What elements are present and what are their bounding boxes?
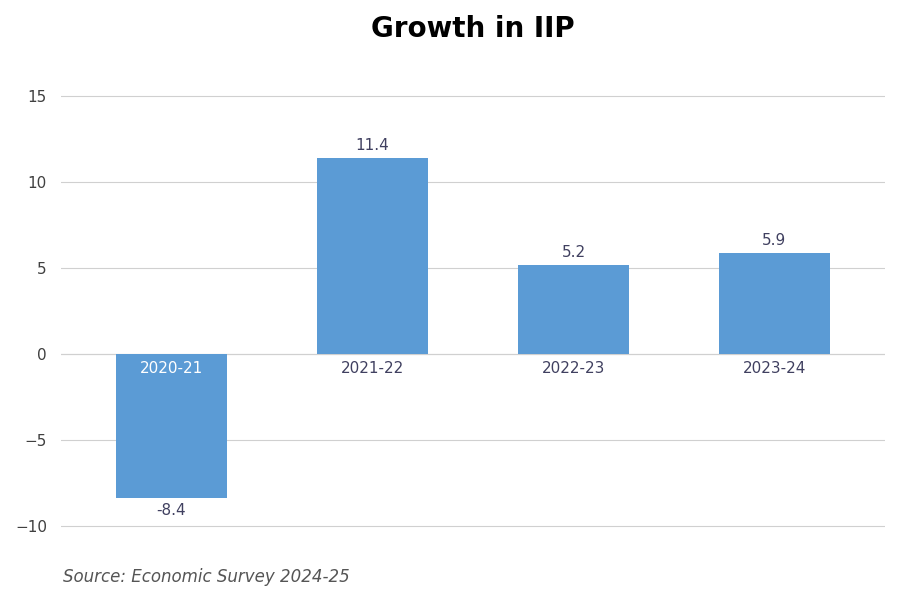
Text: Source: Economic Survey 2024-25: Source: Economic Survey 2024-25: [63, 568, 350, 586]
Bar: [116, 354, 227, 499]
Bar: [518, 265, 629, 354]
Text: 11.4: 11.4: [356, 138, 390, 153]
Text: 5.9: 5.9: [762, 233, 787, 248]
Text: 2021-22: 2021-22: [341, 361, 404, 376]
Text: -8.4: -8.4: [157, 503, 186, 518]
Title: Growth in IIP: Growth in IIP: [371, 15, 575, 43]
Bar: [317, 158, 427, 354]
Bar: [719, 253, 830, 354]
Text: 2020-21: 2020-21: [140, 361, 203, 376]
Text: 5.2: 5.2: [562, 245, 586, 260]
Text: 2022-23: 2022-23: [542, 361, 605, 376]
Text: 2023-24: 2023-24: [742, 361, 806, 376]
